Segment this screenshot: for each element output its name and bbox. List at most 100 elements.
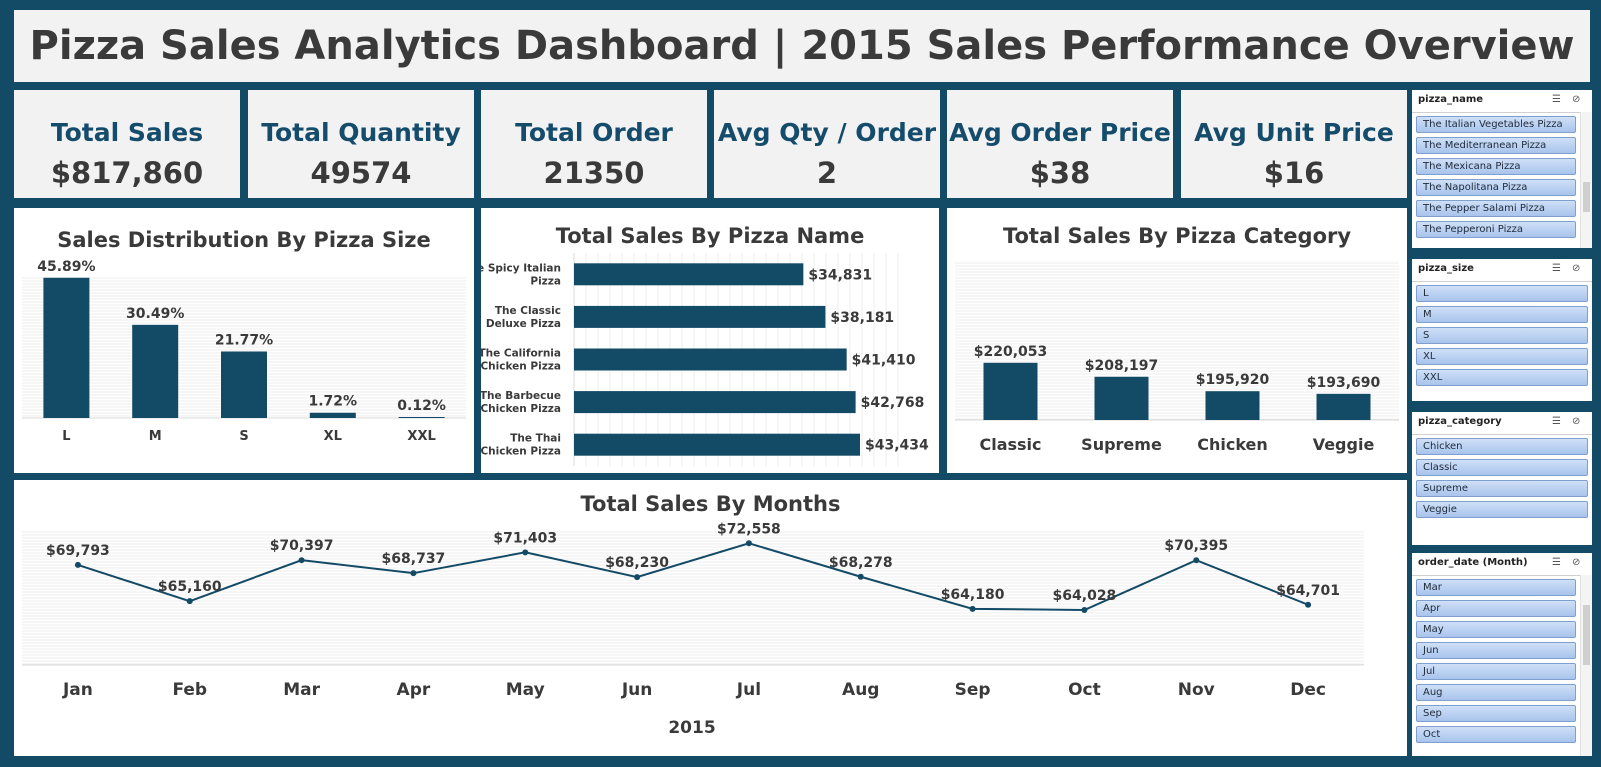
slicer-item[interactable]: XXL <box>1416 369 1588 386</box>
slicer-item[interactable]: Jul <box>1416 663 1576 680</box>
y-tick-label: Chicken Pizza <box>481 361 561 373</box>
slicer-items: Chicken Classic Supreme Veggie <box>1412 435 1592 518</box>
clear-filter-icon[interactable]: ⊘ <box>1572 263 1581 274</box>
y-tick-label: Deluxe Pizza <box>486 318 561 330</box>
slicer-item[interactable]: Mar <box>1416 579 1576 596</box>
point-data-label: $70,397 <box>270 538 334 554</box>
clear-filter-icon[interactable]: ⊘ <box>1572 416 1581 427</box>
slicer-pizza-category[interactable]: pizza_category ☰ ⊘ Chicken Classic Supre… <box>1412 412 1592 545</box>
slicer-header: pizza_name ☰ ⊘ <box>1412 90 1592 113</box>
slicer-pizza-name[interactable]: pizza_name ☰ ⊘ The Italian Vegetables Pi… <box>1412 90 1592 248</box>
slicer-pizza-size[interactable]: pizza_size ☰ ⊘ L M S XL XXL <box>1412 259 1592 401</box>
slicer-title: pizza_size <box>1418 263 1474 274</box>
bar-data-label: 45.89% <box>37 259 95 275</box>
x-tick-label: Jul <box>736 680 761 700</box>
line-point <box>745 540 752 547</box>
x-tick-label: Nov <box>1178 680 1215 700</box>
name-bar <box>574 391 856 414</box>
slicer-header: pizza_size ☰ ⊘ <box>1412 259 1592 282</box>
bar-data-label: $43,434 <box>865 438 929 454</box>
kpi-total-quantity: Total Quantity 49574 <box>248 90 474 198</box>
x-axis-title: 2015 <box>668 718 715 738</box>
bar-data-label: $220,053 <box>974 344 1048 360</box>
bar-data-label: 0.12% <box>397 398 446 414</box>
chart-name-panel: Total Sales By Pizza Name $34,831 The Spi… <box>481 208 939 473</box>
slicer-item[interactable]: The Napolitana Pizza <box>1416 179 1576 196</box>
slicer-item[interactable]: Jun <box>1416 642 1576 659</box>
bar-data-label: 1.72% <box>309 394 358 410</box>
x-tick-label: Dec <box>1290 680 1326 700</box>
slicer-item[interactable]: XL <box>1416 348 1588 365</box>
slicer-item[interactable]: The Pepperoni Pizza <box>1416 221 1576 238</box>
line-point <box>969 605 976 612</box>
x-tick-label: L <box>62 429 70 444</box>
name-bar <box>574 263 804 286</box>
bar-data-label: $208,197 <box>1085 358 1159 374</box>
slicer-item[interactable]: The Pepper Salami Pizza <box>1416 200 1576 217</box>
y-tick-label: Chicken Pizza <box>481 403 561 415</box>
chart-category-panel: Total Sales By Pizza Category $220,053 Cl… <box>947 208 1407 473</box>
clear-filter-icon[interactable]: ⊘ <box>1572 557 1581 568</box>
scrollbar-thumb[interactable] <box>1583 605 1590 665</box>
multi-select-icon[interactable]: ☰ <box>1552 416 1561 427</box>
slicer-scrollbar[interactable] <box>1580 575 1592 756</box>
slicer-title: pizza_name <box>1418 94 1484 105</box>
line-point <box>1305 601 1312 608</box>
size-bar <box>398 417 445 418</box>
slicer-item[interactable]: Chicken <box>1416 438 1588 455</box>
name-bar <box>574 433 860 456</box>
slicer-item[interactable]: Apr <box>1416 600 1576 617</box>
kpi-total-sales: Total Sales $817,860 <box>14 90 240 198</box>
slicer-item[interactable]: L <box>1416 285 1588 302</box>
multi-select-icon[interactable]: ☰ <box>1552 263 1561 274</box>
slicer-header: order_date (Month) ☰ ⊘ <box>1412 553 1592 576</box>
chart-title: Total Sales By Pizza Name <box>555 224 865 248</box>
kpi-value: $38 <box>1029 156 1091 190</box>
kpi-value: 21350 <box>543 156 645 190</box>
multi-select-icon[interactable]: ☰ <box>1552 94 1561 105</box>
kpi-avg-unit-price: Avg Unit Price $16 <box>1181 90 1407 198</box>
sales-line <box>77 542 1309 612</box>
point-data-label: $64,180 <box>941 587 1005 603</box>
slicer-item[interactable]: M <box>1416 306 1588 323</box>
x-tick-label: Supreme <box>1081 435 1162 454</box>
y-tick-label: The Barbecue <box>481 390 561 402</box>
clear-filter-icon[interactable]: ⊘ <box>1572 94 1581 105</box>
slicer-item[interactable]: Aug <box>1416 684 1576 701</box>
line-point <box>857 573 864 580</box>
bar-data-label: $41,410 <box>852 353 916 369</box>
slicer-item[interactable]: Sep <box>1416 705 1576 722</box>
point-data-label: $68,278 <box>829 555 893 571</box>
slicer-item[interactable]: The Mexicana Pizza <box>1416 158 1576 175</box>
category-bar <box>1205 391 1260 420</box>
slicer-title: pizza_category <box>1418 416 1502 427</box>
slicer-item[interactable]: The Italian Vegetables Pizza <box>1416 116 1576 133</box>
y-tick-label: The Thai <box>510 433 561 445</box>
slicer-item[interactable]: May <box>1416 621 1576 638</box>
slicer-item[interactable]: Supreme <box>1416 480 1588 497</box>
x-tick-label: S <box>239 429 248 444</box>
size-bar <box>43 277 90 418</box>
kpi-avg-qty-order: Avg Qty / Order 2 <box>714 90 940 198</box>
slicer-item[interactable]: The Mediterranean Pizza <box>1416 137 1576 154</box>
slicer-item[interactable]: Oct <box>1416 726 1576 743</box>
scrollbar-thumb[interactable] <box>1583 182 1590 212</box>
kpi-value: $817,860 <box>50 156 204 190</box>
kpi-label: Avg Qty / Order <box>717 118 937 147</box>
slicer-order-month[interactable]: order_date (Month) ☰ ⊘ Mar Apr May Jun J… <box>1412 553 1592 756</box>
slicer-scrollbar[interactable] <box>1580 112 1592 248</box>
bar-data-label: $195,920 <box>1196 372 1270 388</box>
slicer-item[interactable]: S <box>1416 327 1588 344</box>
bar-data-label: $42,768 <box>861 395 925 411</box>
chart-months-panel: Total Sales By Months $69,793 Jan $65,160 F… <box>14 480 1407 756</box>
point-data-label: $68,737 <box>382 551 446 567</box>
kpi-label: Total Order <box>515 118 673 147</box>
kpi-total-order: Total Order 21350 <box>481 90 707 198</box>
multi-select-icon[interactable]: ☰ <box>1552 557 1561 568</box>
slicer-item[interactable]: Classic <box>1416 459 1588 476</box>
slicer-item[interactable]: Veggie <box>1416 501 1588 518</box>
size-bar-chart: 45.89% L 30.49% M 21.77% S 1.72% XL 0.12% XXL <box>22 259 466 444</box>
y-tick-label: Chicken Pizza <box>481 446 561 458</box>
point-data-label: $64,028 <box>1053 588 1117 604</box>
